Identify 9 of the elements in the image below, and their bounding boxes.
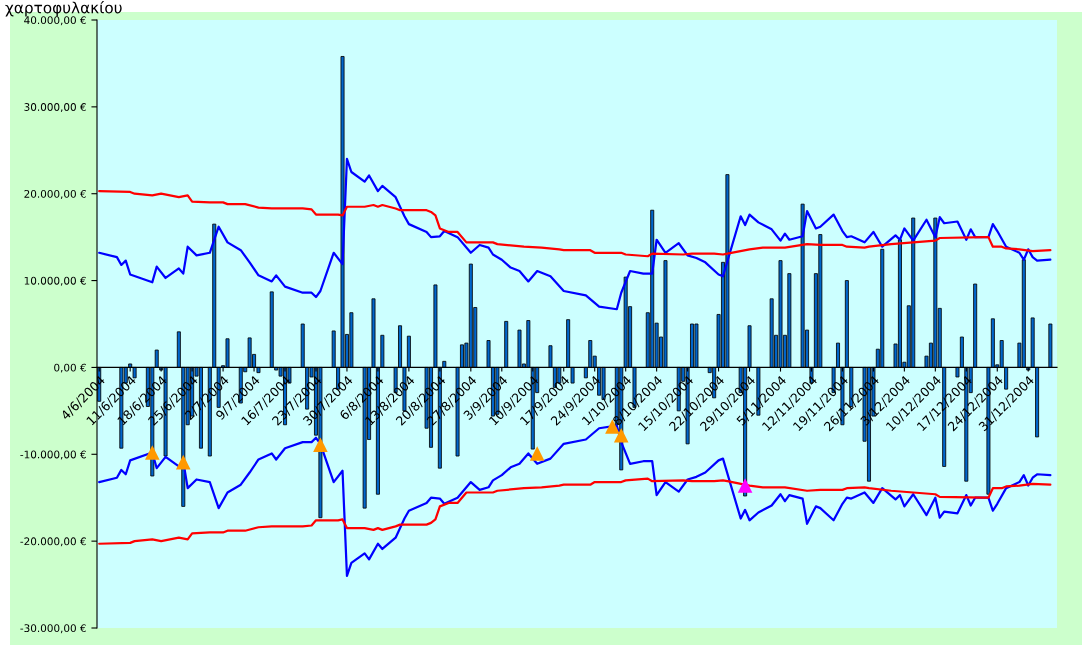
y-tick-label: 30.000,00 €: [24, 103, 86, 113]
y-tick-label: -10.000,00 €: [20, 450, 86, 460]
y-tick-label: 40.000,00 €: [24, 16, 86, 26]
chart-title: χαρτοφυλακίου: [5, 1, 122, 17]
y-tick-label: -30.000,00 €: [20, 624, 86, 634]
y-tick-label: -20.000,00 €: [20, 537, 86, 547]
y-tick-label: 0,00 €: [54, 363, 86, 373]
y-tick-label: 10.000,00 €: [24, 276, 86, 286]
y-tick-label: 20.000,00 €: [24, 189, 86, 199]
